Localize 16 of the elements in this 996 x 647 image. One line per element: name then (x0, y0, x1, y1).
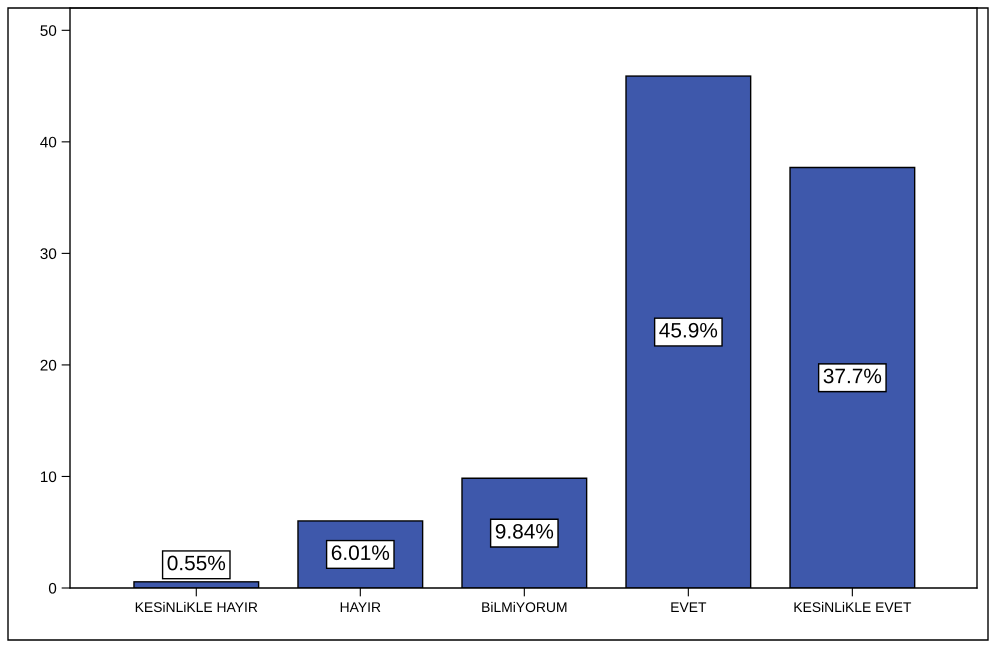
y-tick-label: 10 (40, 471, 56, 482)
y-tick-label: 20 (40, 360, 56, 371)
y-tick-label: 40 (40, 136, 56, 148)
x-tick-label: KESiNLiKLE EVET (794, 602, 912, 612)
x-tick-label: HAYIR (340, 602, 380, 612)
data-label: 37.7% (824, 368, 882, 384)
data-label: 6.01% (332, 545, 390, 560)
x-tick-label: EVET (671, 602, 706, 612)
x-tick-label: BiLMiYORUM (482, 602, 566, 612)
y-tick-label: 30 (40, 248, 56, 260)
y-tick-label: 50 (40, 25, 56, 36)
data-label: 0.55% (168, 556, 226, 570)
data-label: 45.9% (659, 322, 718, 338)
y-tick-label: 0 (48, 582, 56, 594)
x-tick-label: KESiNLiKLE HAYIR (136, 602, 258, 612)
data-label: 9.84% (496, 524, 554, 539)
